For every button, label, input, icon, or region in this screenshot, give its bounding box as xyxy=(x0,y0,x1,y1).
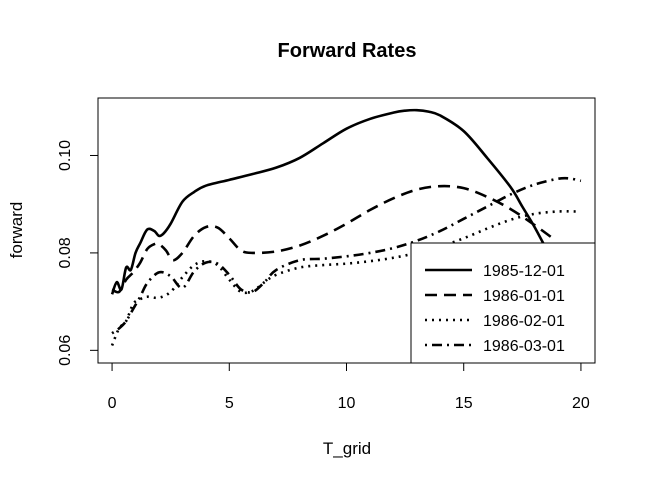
x-axis: 0 5 10 15 20 xyxy=(108,362,590,412)
series-group xyxy=(110,108,582,346)
legend-label: 1986-01-01 xyxy=(483,288,565,305)
legend: 1985-12-01 1986-01-01 1986-02-01 1986-03-01 xyxy=(410,242,596,364)
legend-box xyxy=(410,242,596,364)
x-tick-label: 15 xyxy=(455,395,473,412)
x-tick-label: 20 xyxy=(572,395,590,412)
legend-label: 1985-12-01 xyxy=(483,263,565,280)
legend-label: 1986-02-01 xyxy=(483,313,565,330)
x-tick-label: 5 xyxy=(225,395,234,412)
x-axis-label: T_grid xyxy=(323,439,371,458)
y-tick-label: 0.06 xyxy=(57,335,74,366)
x-tick-label: 0 xyxy=(108,395,117,412)
y-tick-label: 0.10 xyxy=(57,140,74,171)
y-axis: 0.06 0.08 0.10 xyxy=(57,140,99,366)
legend-label: 1986-03-01 xyxy=(483,338,565,355)
y-axis-label: forward xyxy=(7,202,26,259)
chart-title: Forward Rates xyxy=(278,40,417,62)
series-line-2 xyxy=(111,184,554,294)
series-line-1 xyxy=(110,108,547,295)
y-tick-label: 0.08 xyxy=(57,237,74,268)
x-tick-label: 10 xyxy=(338,395,356,412)
